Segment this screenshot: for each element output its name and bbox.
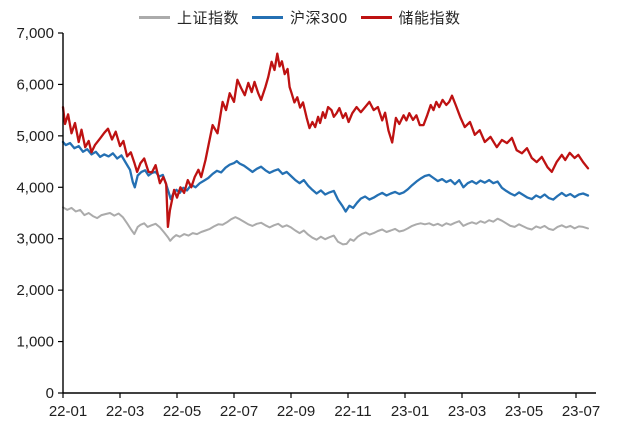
y-axis-tick-label: 4,000 xyxy=(16,179,54,196)
legend-item-sse-index: 上证指数 xyxy=(139,7,239,28)
y-axis-tick-label: 0 xyxy=(46,385,54,402)
x-axis-tick-label: 22-05 xyxy=(163,403,201,420)
x-axis-tick-label: 22-03 xyxy=(106,403,144,420)
legend-label-csi300: 沪深300 xyxy=(290,10,348,27)
y-axis-tick-label: 2,000 xyxy=(16,282,54,299)
legend-line-swatch-storage-index xyxy=(360,16,392,19)
legend-line-swatch-sse-index xyxy=(139,16,170,19)
x-axis-tick-label: 23-01 xyxy=(391,403,429,420)
series-line-csi300 xyxy=(61,140,590,213)
x-axis-tick-label: 23-05 xyxy=(505,403,543,420)
series-line-storage-index xyxy=(61,52,590,229)
x-axis-tick-label: 22-11 xyxy=(334,403,371,420)
series-line-sse-index xyxy=(62,206,589,246)
x-axis-tick-label: 22-09 xyxy=(277,403,315,420)
legend-item-csi300: 沪深300 xyxy=(252,7,348,28)
legend-line-swatch-csi300 xyxy=(252,16,284,19)
y-axis-tick-label: 1,000 xyxy=(16,334,54,351)
legend-item-storage-index: 储能指数 xyxy=(360,7,461,28)
y-axis-tick-label: 3,000 xyxy=(16,231,54,248)
chart-legend: 上证指数 沪深300 储能指数 xyxy=(139,7,461,28)
y-axis-tick-label: 6,000 xyxy=(16,76,54,93)
x-axis-tick-label: 22-07 xyxy=(220,403,258,420)
x-axis-tick-label: 23-03 xyxy=(448,403,486,420)
legend-label-storage-index: 储能指数 xyxy=(398,10,461,27)
y-axis-tick-label: 7,000 xyxy=(16,25,54,42)
x-axis-tick-label: 22-01 xyxy=(49,403,87,420)
legend-label-sse-index: 上证指数 xyxy=(177,10,240,27)
x-axis-tick-label: 23-07 xyxy=(562,403,600,420)
y-axis-tick-label: 5,000 xyxy=(16,128,54,145)
